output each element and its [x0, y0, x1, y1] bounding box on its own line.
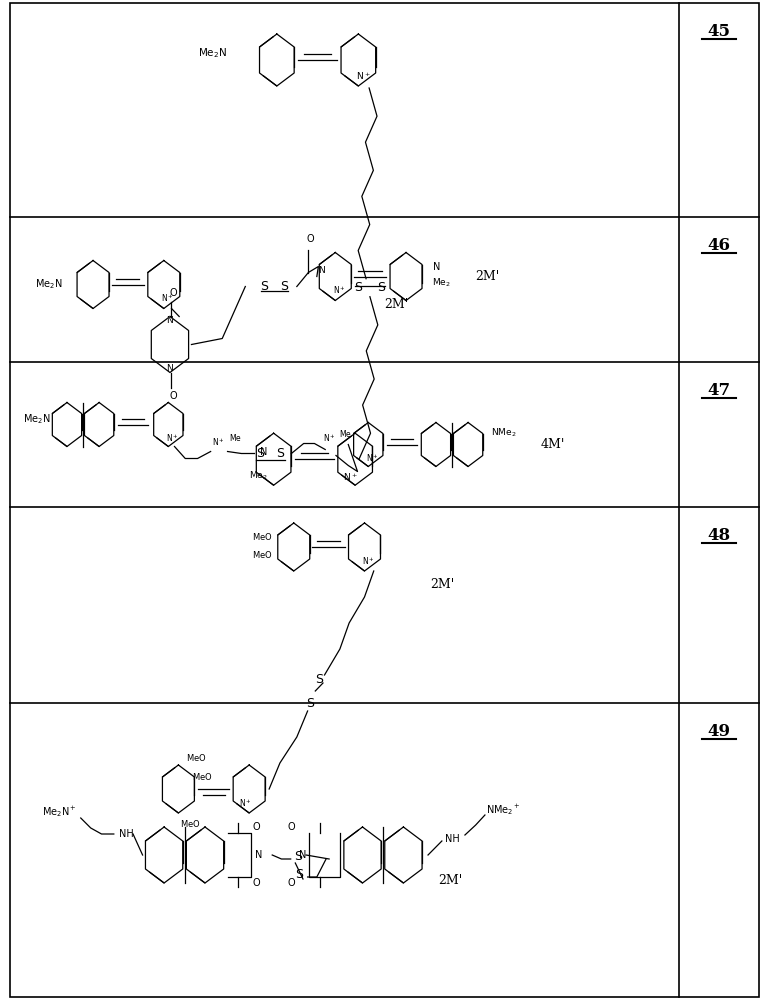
Text: 2M': 2M': [431, 578, 455, 591]
Text: O: O: [170, 391, 178, 401]
Text: $\mathsf{N}^+$: $\mathsf{N}^+$: [333, 284, 345, 296]
Text: 45: 45: [707, 23, 731, 40]
Text: 49: 49: [707, 723, 731, 740]
Text: 46: 46: [707, 237, 731, 254]
Text: $\mathsf{N}$: $\mathsf{N}$: [432, 260, 441, 272]
Text: $\mathsf{Me}$: $\mathsf{Me}$: [339, 428, 352, 439]
Text: O: O: [252, 822, 260, 832]
Text: $\mathsf{Me_2}$: $\mathsf{Me_2}$: [248, 469, 268, 482]
Text: N: N: [255, 850, 263, 860]
Text: $\mathsf{S}$: $\mathsf{S}$: [256, 447, 265, 460]
Text: O: O: [252, 878, 260, 888]
Text: 2M': 2M': [438, 874, 463, 886]
Text: $\mathsf{N}^+$: $\mathsf{N}^+$: [166, 432, 178, 444]
Text: $\mathsf{N}^+$: $\mathsf{N}^+$: [212, 436, 225, 448]
Text: $\mathsf{MeO}$: $\mathsf{MeO}$: [180, 818, 201, 829]
Text: O: O: [288, 878, 295, 888]
Text: $\mathsf{Me_2N}$: $\mathsf{Me_2N}$: [198, 46, 227, 60]
Text: $\mathsf{S}$: $\mathsf{S}$: [295, 868, 305, 882]
Text: $\mathsf{MeO}$: $\mathsf{MeO}$: [192, 771, 213, 782]
Text: O: O: [307, 234, 315, 244]
Text: $\mathsf{S}$: $\mathsf{S}$: [276, 447, 285, 460]
Text: N: N: [318, 266, 325, 275]
Text: $\mathsf{S}$: $\mathsf{S}$: [280, 280, 289, 293]
Text: O: O: [288, 822, 295, 832]
Text: 48: 48: [707, 527, 731, 544]
Text: $\mathsf{S}$: $\mathsf{S}$: [315, 673, 325, 686]
Text: $\mathsf{N}^+$: $\mathsf{N}^+$: [355, 70, 371, 82]
Text: $\mathsf{Me_2N}$: $\mathsf{Me_2N}$: [35, 278, 62, 291]
Text: $\mathsf{NMe_2}^+$: $\mathsf{NMe_2}^+$: [487, 803, 521, 817]
Text: $\mathsf{Me_2}$: $\mathsf{Me_2}$: [432, 276, 451, 289]
Text: $\mathsf{S}$: $\mathsf{S}$: [377, 281, 386, 294]
Text: $\mathsf{S}$: $\mathsf{S}$: [294, 850, 303, 863]
Text: O: O: [170, 288, 178, 298]
Text: $\mathsf{NMe_2}$: $\mathsf{NMe_2}$: [491, 426, 517, 439]
Text: 4M': 4M': [541, 438, 564, 451]
Text: $\mathsf{N}^+$: $\mathsf{N}^+$: [239, 797, 251, 809]
Text: $\mathsf{MeO}$: $\mathsf{MeO}$: [251, 550, 272, 560]
Text: $\mathsf{N}^+$: $\mathsf{N}^+$: [343, 471, 358, 483]
Text: $\mathsf{N}$: $\mathsf{N}$: [259, 445, 268, 457]
Text: $\mathsf{N}^+$: $\mathsf{N}^+$: [362, 555, 375, 567]
Text: 2M': 2M': [384, 298, 409, 312]
Text: NH: NH: [445, 834, 460, 844]
Text: $\mathsf{MeO}$: $\mathsf{MeO}$: [251, 532, 272, 542]
Text: N: N: [167, 316, 173, 325]
Text: $\mathsf{N}^+$: $\mathsf{N}^+$: [366, 452, 378, 464]
Text: 47: 47: [707, 382, 731, 399]
Text: $\mathsf{N}^+$: $\mathsf{N}^+$: [324, 432, 336, 444]
Text: $\mathsf{N}^+$: $\mathsf{N}^+$: [161, 292, 174, 304]
Text: $\mathsf{S}$: $\mathsf{S}$: [306, 697, 315, 710]
Text: $\mathsf{Me_2N}$: $\mathsf{Me_2N}$: [23, 413, 51, 426]
Text: $\mathsf{Me_2N}^+$: $\mathsf{Me_2N}^+$: [42, 805, 77, 819]
Text: N: N: [298, 850, 306, 860]
Text: 2M': 2M': [475, 270, 500, 283]
Text: $\mathsf{S}$: $\mathsf{S}$: [260, 280, 269, 293]
Text: $\mathsf{S}$: $\mathsf{S}$: [354, 281, 363, 294]
Text: NH: NH: [119, 829, 134, 839]
Text: N: N: [167, 364, 173, 373]
Text: $\mathsf{MeO}$: $\mathsf{MeO}$: [186, 752, 207, 763]
Text: $\mathsf{Me}$: $\mathsf{Me}$: [229, 432, 242, 443]
Text: N: N: [167, 316, 173, 325]
